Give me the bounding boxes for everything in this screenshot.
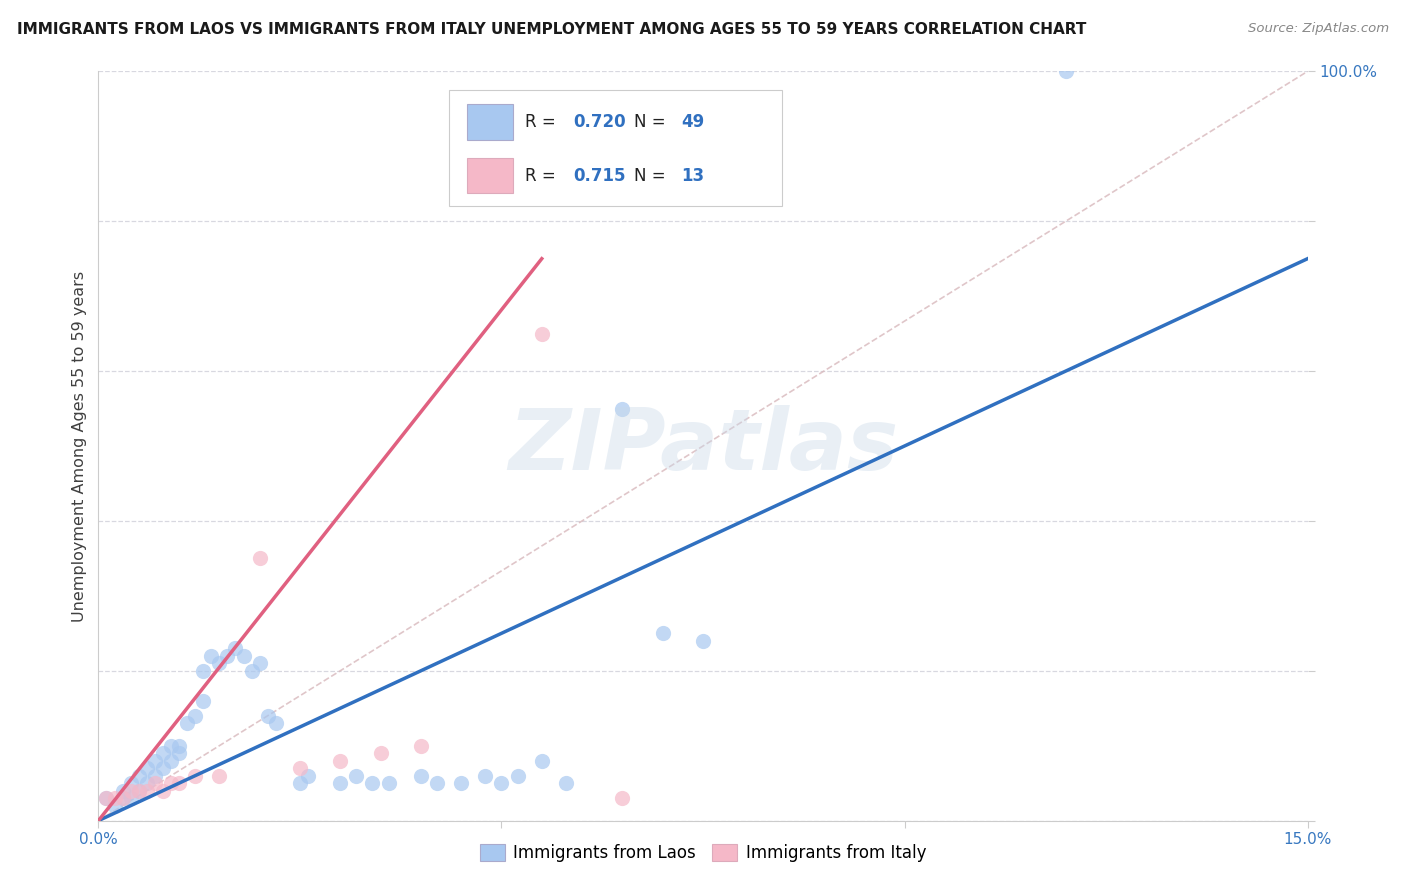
Point — [128, 783, 150, 797]
Point — [377, 776, 399, 790]
Point — [184, 708, 207, 723]
Point — [426, 776, 449, 790]
Text: 49: 49 — [682, 112, 704, 130]
Point — [288, 776, 311, 790]
Point — [217, 648, 239, 663]
Bar — [467, 158, 513, 194]
Point — [167, 776, 190, 790]
Bar — [467, 103, 513, 139]
Point — [264, 716, 287, 731]
Point — [249, 657, 271, 671]
Point — [152, 783, 174, 797]
Point — [111, 791, 134, 805]
Point — [184, 769, 207, 783]
FancyBboxPatch shape — [449, 90, 782, 206]
Point — [160, 754, 183, 768]
Point — [120, 783, 142, 797]
Point — [200, 648, 222, 663]
Point — [240, 664, 263, 678]
Text: R =: R = — [526, 112, 561, 130]
Point — [361, 776, 384, 790]
Point — [612, 401, 634, 416]
Point — [176, 716, 198, 731]
Point — [288, 761, 311, 775]
Point — [297, 769, 319, 783]
Point — [152, 761, 174, 775]
Point — [193, 694, 215, 708]
Point — [143, 769, 166, 783]
Point — [409, 739, 432, 753]
Text: 13: 13 — [682, 167, 704, 185]
Point — [344, 769, 367, 783]
Point — [474, 769, 496, 783]
Point — [143, 754, 166, 768]
Point — [651, 626, 673, 640]
Point — [160, 739, 183, 753]
Point — [103, 791, 125, 805]
Point — [96, 791, 118, 805]
Point — [96, 791, 118, 805]
Point — [128, 783, 150, 797]
Text: N =: N = — [634, 112, 671, 130]
Point — [329, 776, 352, 790]
Point — [249, 551, 271, 566]
Point — [555, 776, 578, 790]
Point — [208, 657, 231, 671]
Point — [135, 761, 157, 775]
Point — [208, 769, 231, 783]
Point — [111, 783, 134, 797]
Point — [1054, 64, 1077, 78]
Point — [256, 708, 278, 723]
Text: R =: R = — [526, 167, 561, 185]
Point — [135, 776, 157, 790]
Legend: Immigrants from Laos, Immigrants from Italy: Immigrants from Laos, Immigrants from It… — [472, 837, 934, 869]
Point — [152, 746, 174, 760]
Point — [491, 776, 513, 790]
Text: 0.715: 0.715 — [574, 167, 626, 185]
Point — [692, 633, 714, 648]
Point — [232, 648, 254, 663]
Point — [103, 798, 125, 813]
Point — [370, 746, 392, 760]
Point — [193, 664, 215, 678]
Point — [128, 769, 150, 783]
Point — [530, 754, 553, 768]
Text: N =: N = — [634, 167, 671, 185]
Point — [143, 776, 166, 790]
Point — [111, 791, 134, 805]
Point — [450, 776, 472, 790]
Point — [409, 769, 432, 783]
Text: Source: ZipAtlas.com: Source: ZipAtlas.com — [1249, 22, 1389, 36]
Point — [120, 791, 142, 805]
Text: IMMIGRANTS FROM LAOS VS IMMIGRANTS FROM ITALY UNEMPLOYMENT AMONG AGES 55 TO 59 Y: IMMIGRANTS FROM LAOS VS IMMIGRANTS FROM … — [17, 22, 1087, 37]
Y-axis label: Unemployment Among Ages 55 to 59 years: Unemployment Among Ages 55 to 59 years — [72, 270, 87, 622]
Point — [224, 641, 246, 656]
Point — [160, 776, 183, 790]
Point — [167, 746, 190, 760]
Text: 0.720: 0.720 — [574, 112, 626, 130]
Point — [612, 791, 634, 805]
Point — [329, 754, 352, 768]
Point — [530, 326, 553, 341]
Point — [120, 776, 142, 790]
Point — [506, 769, 529, 783]
Point — [135, 783, 157, 797]
Point — [167, 739, 190, 753]
Text: ZIPatlas: ZIPatlas — [508, 404, 898, 488]
